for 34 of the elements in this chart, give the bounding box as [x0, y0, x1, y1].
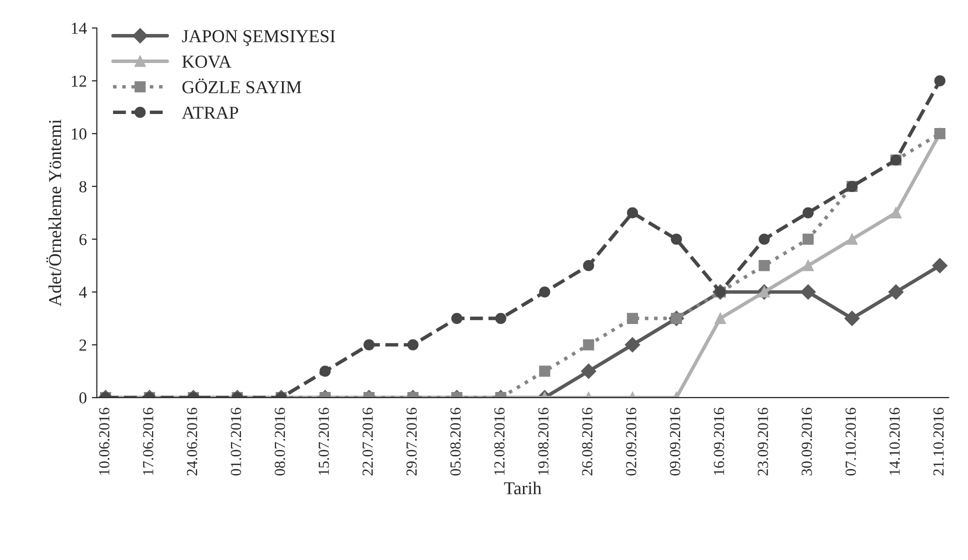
x-tick-label: 12.08.2016: [494, 408, 505, 475]
x-tick-label: 22.07.2016: [362, 408, 373, 476]
y-tick-label: 12: [72, 76, 86, 87]
y-axis-title: Adet/Örnekleme Yöntemi: [46, 119, 62, 306]
y-tick-label: 6: [79, 234, 87, 246]
x-tick-label: 26.08.2016: [582, 408, 592, 476]
x-tick-label: 17.06.2016: [143, 408, 154, 475]
x-tick-label: 05.08.2016: [450, 408, 461, 476]
x-tick-label: 10.06.2016: [99, 408, 110, 475]
x-tick-label: 02.09.2016: [626, 408, 636, 476]
x-tick-label: 08.07.2016: [274, 408, 286, 476]
x-tick-label: 07.10.2016: [846, 408, 856, 476]
x-tick-label: 16.09.2016: [714, 408, 724, 475]
x-tick-label: 23.09.2016: [758, 408, 768, 476]
x-tick-label: 15.07.2016: [318, 408, 330, 475]
y-tick-label: 0: [79, 392, 86, 404]
y-tick-label: 4: [79, 286, 87, 298]
legend-label: ATRAP: [182, 106, 238, 119]
x-tick-label: 01.07.2016: [230, 408, 242, 476]
legend-label: JAPON ŞEMSIYESI: [182, 30, 336, 46]
x-tick-label: 09.09.2016: [670, 408, 680, 476]
x-axis-title: Tarih: [504, 482, 542, 494]
x-tick-label: 29.07.2016: [406, 408, 417, 476]
x-tick-label: 21.10.2016: [933, 408, 944, 476]
y-tick-label: 2: [79, 340, 86, 351]
y-tick-label: 8: [79, 181, 86, 192]
x-tick-label: 24.06.2016: [186, 408, 198, 476]
x-tick-label: 14.10.2016: [889, 408, 900, 475]
legend-label: KOVA: [182, 56, 232, 68]
legend-label: GÖZLE SAYIM: [182, 78, 302, 94]
x-tick-label: 30.09.2016: [802, 408, 812, 476]
y-tick-label: 14: [72, 22, 87, 34]
y-tick-label: 10: [72, 128, 86, 140]
x-tick-label: 19.08.2016: [538, 408, 549, 475]
